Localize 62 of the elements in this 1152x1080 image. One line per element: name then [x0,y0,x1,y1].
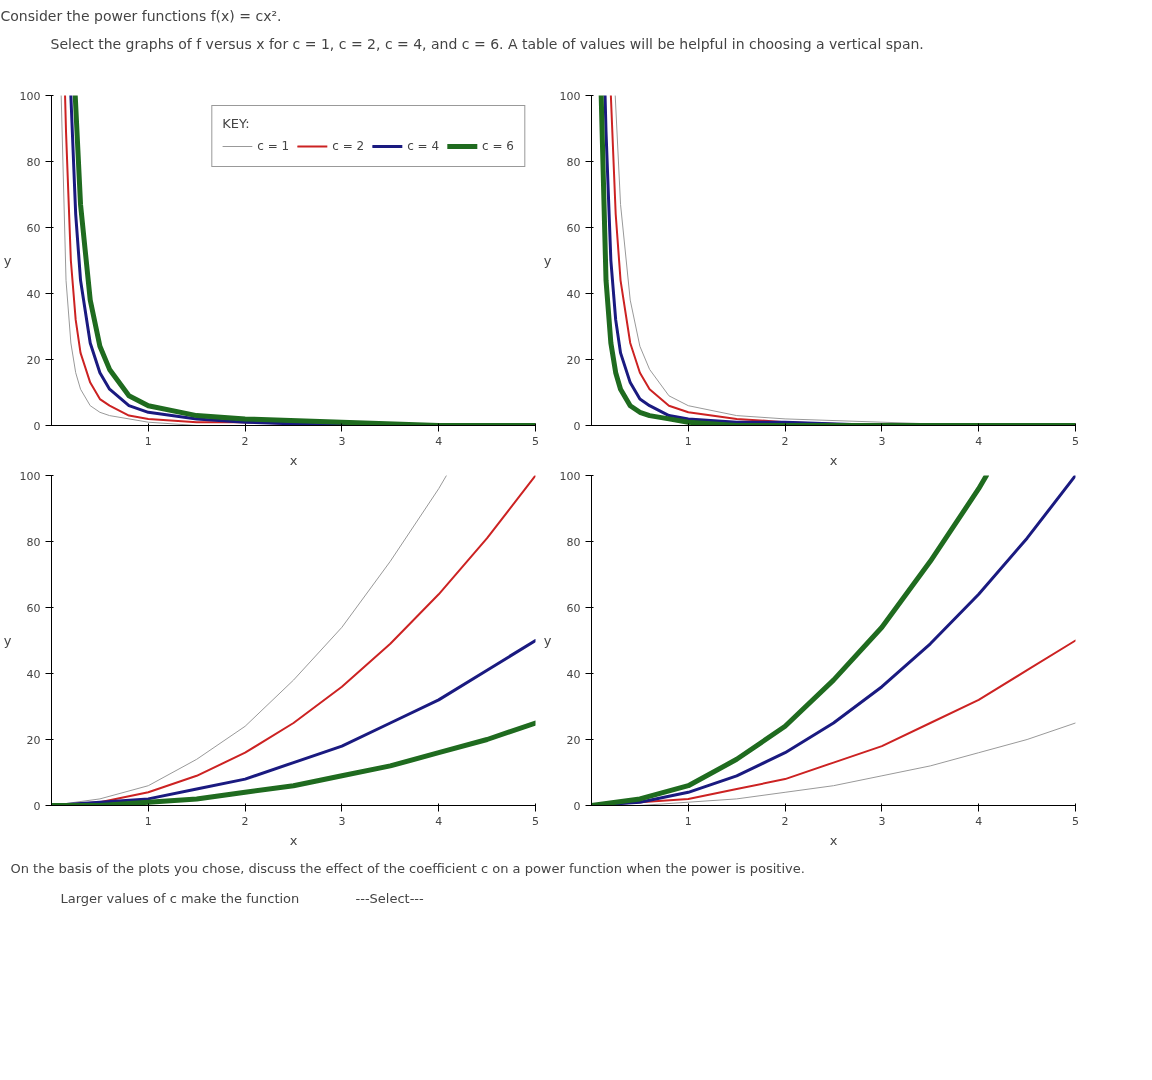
legend-label: c = 4 [407,139,440,153]
x-tick-label: 5 [1072,814,1079,828]
y-axis-title: y [543,633,552,648]
x-tick-label: 2 [241,434,249,448]
y-tick-label: 100 [19,89,41,103]
x-tick-label: 3 [338,434,346,448]
x-tick-label: 1 [684,434,692,448]
x-tick-label: 2 [241,814,249,828]
y-tick-label: 40 [26,667,41,681]
legend-label: c = 1 [257,139,290,153]
legend-label: c = 6 [482,139,514,153]
x-tick-label: 2 [781,434,789,448]
x-tick-label: 4 [435,434,443,448]
x-axis-title: x [829,452,838,468]
y-tick-label: 0 [33,799,41,813]
x-axis-title: x [289,452,298,468]
y-tick-label: 0 [573,799,581,813]
x-axis-title: x [289,832,298,848]
y-tick-label: 100 [559,89,581,103]
y-tick-label: 80 [26,155,41,169]
x-tick-label: 4 [975,434,983,448]
x-tick-label: 5 [532,434,539,448]
y-tick-label: 40 [26,287,41,301]
y-axis-title: y [543,253,552,268]
text: On the basis of the plots you chose, discuss the effect of the coefficient c on a power function when the power is positive. [10,860,805,876]
y-tick-label: 0 [573,419,581,433]
y-tick-label: 40 [566,667,581,681]
x-tick-label: 3 [338,814,346,828]
text: Select the graphs of f versus x for c = 1, c = 2, c = 4, and c = 6. A table of values will be helpful in choosing a vertical span. [50,35,924,52]
x-tick-label: 1 [144,814,152,828]
y-tick-label: 60 [566,601,581,615]
y-tick-label: 0 [33,419,41,433]
y-tick-label: 20 [26,733,41,747]
x-tick-label: 3 [878,434,886,448]
y-tick-label: 60 [26,221,41,235]
y-tick-label: 100 [19,469,41,483]
y-tick-label: 80 [566,535,581,549]
y-tick-label: 40 [566,287,581,301]
x-axis-title: x [829,832,838,848]
x-tick-label: 2 [781,814,789,828]
x-tick-label: 4 [975,814,983,828]
legend-label: c = 2 [332,139,365,153]
y-axis-title: y [3,253,12,268]
x-tick-label: 4 [435,814,443,828]
x-tick-label: 1 [684,814,692,828]
y-tick-label: 100 [559,469,581,483]
y-tick-label: 20 [566,353,581,367]
text: Consider the power functions f(x) = cx². [0,7,282,24]
x-tick-label: 5 [532,814,539,828]
y-tick-label: 20 [26,353,41,367]
y-tick-label: 80 [566,155,581,169]
x-tick-label: 1 [144,434,152,448]
y-tick-label: 20 [566,733,581,747]
y-tick-label: 60 [566,221,581,235]
text: Larger values of c make the function [60,890,300,906]
y-tick-label: 60 [26,601,41,615]
y-tick-label: 80 [26,535,41,549]
x-tick-label: 5 [1072,434,1079,448]
text: ---Select--- [355,890,425,906]
x-tick-label: 3 [878,814,886,828]
y-axis-title: y [3,633,12,648]
legend-title: KEY: [222,116,251,131]
